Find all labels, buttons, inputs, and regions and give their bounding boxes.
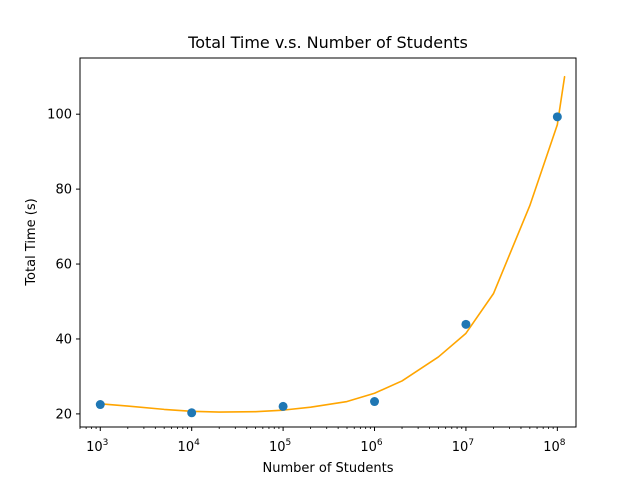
x-tick-label-exponent: 4 (194, 438, 200, 448)
x-tick-label-base: 10 (178, 440, 195, 455)
x-tick-label-exponent: 7 (468, 438, 474, 448)
y-tick-label: 80 (55, 183, 72, 198)
y-tick-label: 100 (47, 108, 72, 123)
y-tick-label: 40 (55, 332, 72, 347)
x-tick-label: 105 (269, 438, 291, 455)
y-axis-label: Total Time (s) (24, 198, 39, 286)
chart-title: Total Time v.s. Number of Students (187, 33, 468, 52)
x-axis: 103 104 105 106 107 108 (79, 427, 566, 455)
scatter-point (187, 408, 197, 418)
scatter-point (552, 112, 562, 122)
x-tick-label: 103 (86, 438, 108, 455)
x-tick-label: 106 (360, 438, 383, 455)
x-axis-label: Number of Students (263, 461, 394, 476)
y-tick-label: 60 (55, 258, 72, 273)
x-tick-label: 104 (178, 438, 201, 455)
scatter-point (461, 319, 471, 329)
x-tick-label-exponent: 3 (103, 438, 109, 448)
x-tick-label-base: 10 (269, 440, 286, 455)
x-tick-label-exponent: 8 (560, 438, 566, 448)
fit-curve-line (99, 75, 566, 413)
y-axis: 20 40 60 80 100 (47, 108, 80, 422)
plot-frame (79, 57, 577, 428)
x-tick-label-base: 10 (86, 440, 103, 455)
x-tick-label-base: 10 (452, 440, 469, 455)
x-tick-label-base: 10 (360, 440, 377, 455)
x-tick-label-base: 10 (543, 440, 560, 455)
series-layer (95, 75, 566, 418)
x-tick-label-exponent: 6 (377, 438, 383, 448)
scatter-point (370, 397, 380, 407)
x-tick-label: 107 (452, 438, 474, 455)
x-tick-label-exponent: 5 (286, 438, 292, 448)
y-tick-label: 20 (55, 407, 72, 422)
x-tick-label: 108 (543, 438, 566, 455)
scatter-point (278, 401, 288, 411)
scatter-point (95, 400, 105, 410)
